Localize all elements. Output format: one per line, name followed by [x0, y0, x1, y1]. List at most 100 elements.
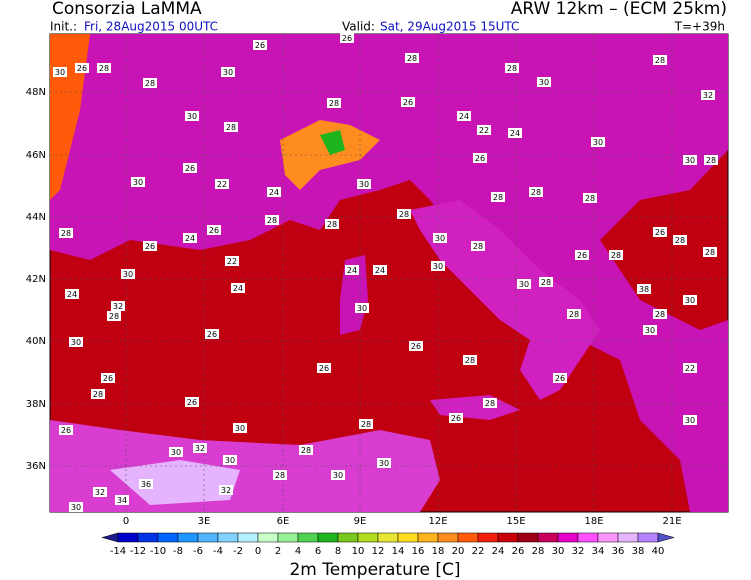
station-label: 28 [327, 220, 337, 229]
station-label: 28 [473, 242, 483, 251]
colorbar-swatch [577, 532, 599, 543]
station-box [207, 225, 221, 235]
station-box [683, 295, 697, 305]
station-box [397, 209, 411, 219]
station-box [121, 269, 135, 279]
station-label: 34 [117, 496, 127, 505]
station-label: 26 [209, 226, 219, 235]
station-label: 28 [399, 210, 409, 219]
station-box [273, 470, 287, 480]
station-box [704, 155, 718, 165]
lon-label: 3E [198, 516, 211, 527]
station-box [457, 111, 471, 121]
station-box [253, 40, 267, 50]
station-label: 28 [507, 64, 517, 73]
station-label: 28 [145, 79, 155, 88]
station-box [517, 279, 531, 289]
station-box [143, 78, 157, 88]
station-box [405, 53, 419, 63]
station-label: 32 [703, 91, 713, 100]
station-box [231, 283, 245, 293]
station-box [219, 485, 233, 495]
station-box [233, 423, 247, 433]
station-label: 30 [357, 304, 367, 313]
colorbar-tick-label: -12 [130, 546, 146, 557]
station-label: 28 [99, 64, 109, 73]
station-label: 36 [141, 480, 151, 489]
alps-peak [320, 130, 345, 155]
station-box [701, 90, 715, 100]
colorbar-tick-label: -8 [173, 546, 183, 557]
colorbar-tick-label: 12 [372, 546, 385, 557]
station-box [505, 63, 519, 73]
station-box [637, 284, 651, 294]
colorbar-swatch [497, 532, 519, 543]
colorbar-swatch [237, 532, 259, 543]
station-label: 30 [225, 456, 235, 465]
station-box [373, 265, 387, 275]
init-label: Init.: [50, 20, 77, 34]
colorbar-tick-label: 36 [612, 546, 625, 557]
station-label: 30 [685, 416, 695, 425]
station-label: 30 [359, 180, 369, 189]
station-box [75, 63, 89, 73]
station-box [193, 443, 207, 453]
colorbar-tick-label: 38 [632, 546, 645, 557]
station-label: 22 [479, 126, 489, 135]
station-label: 30 [123, 270, 133, 279]
station-label: 28 [465, 356, 475, 365]
station-box [471, 241, 485, 251]
valid-value: Sat, 29Aug2015 15UTC [380, 20, 519, 34]
station-label: 30 [539, 78, 549, 87]
station-box [267, 187, 281, 197]
station-box [683, 363, 697, 373]
station-label: 30 [187, 112, 197, 121]
station-label: 28 [675, 236, 685, 245]
station-box [111, 301, 125, 311]
station-label: 28 [109, 312, 119, 321]
colorbar-tick-label: -4 [213, 546, 223, 557]
lat-label: 38N [26, 399, 46, 410]
colorbar-swatch [637, 532, 659, 543]
lon-label: 6E [277, 516, 290, 527]
colorbar-tick-label: 4 [295, 546, 301, 557]
station-label: 26 [655, 228, 665, 237]
station-box [653, 55, 667, 65]
station-label: 26 [61, 426, 71, 435]
colorbar-tick-label: -2 [233, 546, 243, 557]
colorbar-swatch [137, 532, 159, 543]
lon-label: 0 [123, 516, 129, 527]
station-box [59, 228, 73, 238]
station-box [169, 447, 183, 457]
station-box [205, 329, 219, 339]
station-box [609, 250, 623, 260]
station-box [131, 177, 145, 187]
station-box [529, 187, 543, 197]
station-label: 26 [475, 154, 485, 163]
station-label: 28 [611, 251, 621, 260]
colorbar-tick-label: 32 [572, 546, 585, 557]
colorbar-tick-label: 22 [472, 546, 485, 557]
station-box [317, 363, 331, 373]
station-label: 26 [555, 374, 565, 383]
station-box [377, 458, 391, 468]
station-box [473, 153, 487, 163]
station-box [575, 250, 589, 260]
station-label: 30 [235, 424, 245, 433]
colorbar-tick-label: -10 [150, 546, 166, 557]
init-value: Fri, 28Aug2015 00UTC [84, 20, 218, 34]
lat-label: 46N [26, 150, 46, 161]
station-label: 28 [655, 56, 665, 65]
colorbar: -14 -12 -10 -8 -6 -4 -2 0 2 4 6 8 10 12 14 16 18 20 22 24 26… [101, 532, 675, 557]
station-label: 24 [67, 290, 77, 299]
station-label: 30 [435, 234, 445, 243]
graticule: 48N 46N 44N 42N 40N 38N 36N 0 3E 6E 9E 12E 15E 18E 21E [26, 34, 728, 527]
station-box [477, 125, 491, 135]
colorbar-tick-label: 24 [492, 546, 505, 557]
lat-label: 36N [26, 461, 46, 472]
station-box [401, 97, 415, 107]
station-label: 22 [217, 180, 227, 189]
station-label: 30 [685, 296, 695, 305]
station-label: 28 [226, 123, 236, 132]
station-label: 26 [411, 342, 421, 351]
